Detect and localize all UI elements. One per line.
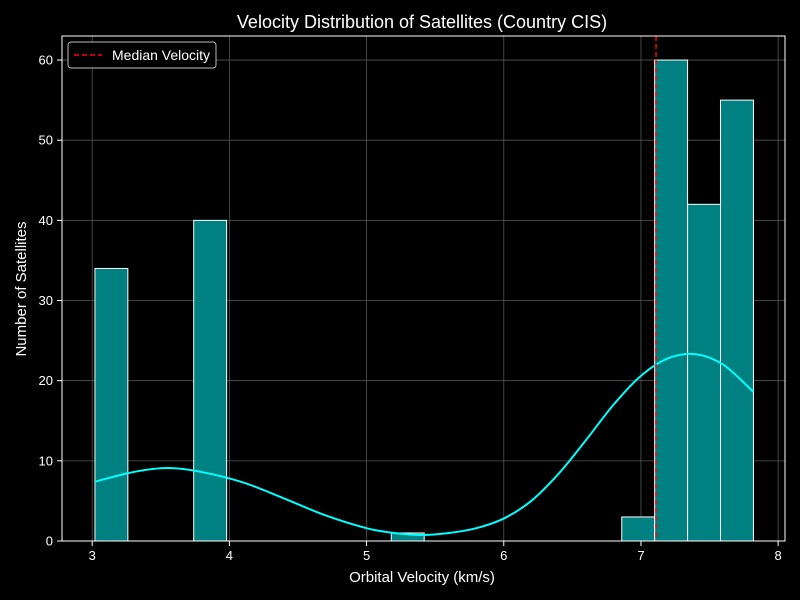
histogram-bar <box>654 59 689 542</box>
legend: Median Velocity <box>67 41 217 69</box>
y-tick-label: 40 <box>39 213 53 228</box>
y-axis-label: Number of Satellites <box>13 221 30 356</box>
kde-curve-group <box>94 352 755 536</box>
y-tick-label: 60 <box>39 53 53 68</box>
histogram-bar <box>94 267 129 542</box>
x-tick-label: 7 <box>637 548 644 563</box>
histogram-bar <box>193 219 228 542</box>
x-tick-label: 4 <box>226 548 233 563</box>
histogram-bars <box>94 59 754 542</box>
y-tick-label: 50 <box>39 133 53 148</box>
histogram-bar <box>687 203 722 542</box>
legend-box <box>67 41 217 69</box>
x-tick-label: 6 <box>500 548 507 563</box>
x-axis-label: Orbital Velocity (km/s) <box>349 569 495 586</box>
y-tick-label: 10 <box>39 453 53 468</box>
y-axis-ticks: 0 10 20 30 40 50 60 <box>39 53 62 549</box>
histogram-bar <box>621 516 656 542</box>
legend-entry-median: Median Velocity <box>112 47 210 63</box>
histogram-bar <box>720 99 754 542</box>
x-tick-label: 8 <box>775 548 782 563</box>
y-tick-label: 0 <box>46 534 53 549</box>
axes-frame <box>61 35 786 542</box>
kde-curve <box>94 352 755 536</box>
x-tick-label: 5 <box>363 548 370 563</box>
chart-title: Velocity Distribution of Satellites (Cou… <box>237 12 607 32</box>
y-tick-label: 30 <box>39 293 53 308</box>
x-axis-ticks: 3 4 5 6 7 8 <box>89 541 782 563</box>
y-tick-label: 20 <box>39 373 53 388</box>
x-tick-label: 3 <box>89 548 96 563</box>
